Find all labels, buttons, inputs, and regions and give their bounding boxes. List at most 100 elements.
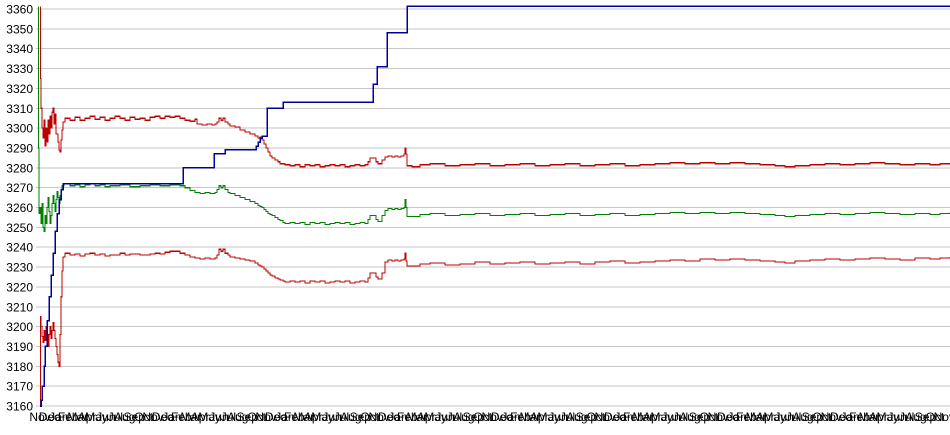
x-tick-label: May <box>198 410 221 424</box>
x-tick-label: Apr <box>643 410 662 424</box>
y-tick-label: 3310 <box>6 102 33 116</box>
x-tick-label: Aug <box>792 410 813 424</box>
x-tick-label: Jul <box>334 410 349 424</box>
x-tick-label: Jun <box>888 410 907 424</box>
x-tick-label: Jul <box>899 410 914 424</box>
x-tick-label: May <box>85 410 108 424</box>
x-tick-label: Jun <box>661 410 680 424</box>
x-tick-label: Aug <box>905 410 926 424</box>
x-tick-label: Feb <box>736 410 757 424</box>
x-tick-label: Apr <box>78 410 97 424</box>
x-tick-label: Nov <box>368 410 389 424</box>
x-tick-label: May <box>876 410 899 424</box>
x-tick-label: Oct <box>926 410 945 424</box>
x-tick-label: Aug <box>340 410 361 424</box>
x-tick-label: Jun <box>96 410 115 424</box>
x-tick-label: Jul <box>786 410 801 424</box>
x-tick-label: Mar <box>67 410 88 424</box>
x-tick-label: Jan <box>49 410 68 424</box>
y-tick-label: 3230 <box>6 261 33 275</box>
x-tick-label: Jan <box>840 410 859 424</box>
x-tick-label: Sep <box>124 410 146 424</box>
x-tick-label: Mar <box>746 410 767 424</box>
y-tick-label: 3200 <box>6 320 33 334</box>
x-tick-label: Nov <box>142 410 163 424</box>
y-tick-label: 3330 <box>6 62 33 76</box>
x-tick-label: Feb <box>58 410 79 424</box>
x-tick-label: Dec <box>39 410 60 424</box>
x-tick-label: Sep <box>915 410 937 424</box>
x-tick-label: Apr <box>756 410 775 424</box>
x-tick-label: Oct <box>134 410 153 424</box>
x-tick-label: Sep <box>689 410 711 424</box>
x-tick-label: Jan <box>501 410 520 424</box>
x-tick-label: Feb <box>623 410 644 424</box>
x-tick-label: Jul <box>673 410 688 424</box>
x-tick-label: May <box>763 410 786 424</box>
y-tick-label: 3300 <box>6 122 33 136</box>
x-tick-label: Oct <box>699 410 718 424</box>
series-mid-line <box>37 6 950 232</box>
x-tick-label: Apr <box>191 410 210 424</box>
x-tick-label: Aug <box>114 410 135 424</box>
x-tick-label: Oct <box>586 410 605 424</box>
series-upper-band <box>39 6 950 168</box>
x-tick-label: Oct <box>473 410 492 424</box>
x-tick-label: Dec <box>604 410 625 424</box>
x-tick-label: Aug <box>566 410 587 424</box>
x-tick-label: Feb <box>510 410 531 424</box>
x-tick-label: Jun <box>435 410 454 424</box>
x-tick-label: Oct <box>360 410 379 424</box>
x-tick-label: Sep <box>802 410 824 424</box>
y-tick-label: 3350 <box>6 22 33 36</box>
x-tick-label: Mar <box>859 410 880 424</box>
x-tick-label: Mar <box>633 410 654 424</box>
x-tick-label: Jan <box>388 410 407 424</box>
x-tick-label: Sep <box>576 410 598 424</box>
x-tick-label: Feb <box>171 410 192 424</box>
y-tick-label: 3320 <box>6 82 33 96</box>
x-tick-label: May <box>424 410 447 424</box>
x-tick-label: Nov <box>255 410 276 424</box>
y-tick-label: 3240 <box>6 241 33 255</box>
x-tick-label: Jun <box>548 410 567 424</box>
y-tick-label: 3280 <box>6 161 33 175</box>
x-tick-label: Dec <box>265 410 286 424</box>
x-tick-label: Oct <box>247 410 266 424</box>
x-tick-label: Dec <box>152 410 173 424</box>
x-tick-label: Nov <box>934 410 950 424</box>
series-lower-band <box>39 248 950 407</box>
y-tick-label: 3290 <box>6 141 33 155</box>
x-tick-label: Jan <box>275 410 294 424</box>
y-tick-label: 3190 <box>6 340 33 354</box>
x-tick-label: Feb <box>284 410 305 424</box>
x-tick-label: Apr <box>417 410 436 424</box>
x-tick-label: Nov <box>708 410 729 424</box>
x-tick-label: Dec <box>378 410 399 424</box>
x-tick-label: Dec <box>830 410 851 424</box>
y-tick-label: 3260 <box>6 201 33 215</box>
y-tick-label: 3220 <box>6 280 33 294</box>
x-tick-label: Nov <box>595 410 616 424</box>
x-tick-label: Aug <box>679 410 700 424</box>
series-step-line <box>40 5 950 407</box>
x-tick-label: Jan <box>162 410 181 424</box>
y-tick-label: 3340 <box>6 42 33 56</box>
x-tick-label: Mar <box>293 410 314 424</box>
y-tick-label: 3170 <box>6 380 33 394</box>
x-tick-label: Mar <box>180 410 201 424</box>
x-tick-label: Mar <box>520 410 541 424</box>
y-tick-label: 3180 <box>6 360 33 374</box>
x-tick-label: Feb <box>397 410 418 424</box>
x-tick-label: Jul <box>108 410 123 424</box>
y-tick-label: 3210 <box>6 300 33 314</box>
x-tick-label: Mar <box>406 410 427 424</box>
x-tick-label: Dec <box>717 410 738 424</box>
y-tick-label: 3360 <box>6 3 33 17</box>
x-tick-label: Jul <box>560 410 575 424</box>
x-tick-label: Nov <box>29 410 50 424</box>
x-tick-label: Oct <box>813 410 832 424</box>
x-tick-label: Nov <box>481 410 502 424</box>
